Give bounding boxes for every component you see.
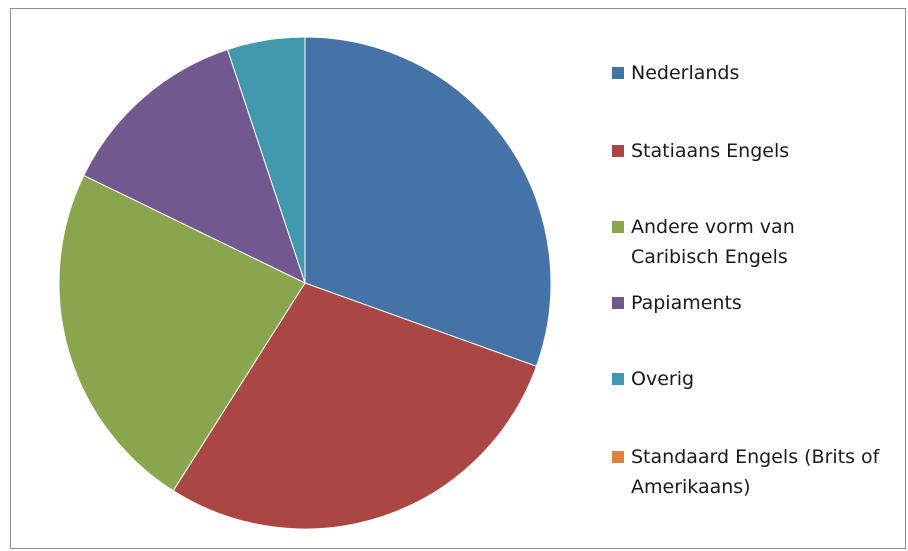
legend-swatch	[612, 145, 624, 157]
legend-swatch	[612, 221, 624, 233]
pie-slice-nederlands	[304, 36, 552, 367]
legend-label: Overig	[631, 368, 695, 390]
legend-item-statiaans-engels: Statiaans Engels	[612, 136, 902, 166]
legend-label: Andere vorm van Caribisch Engels	[631, 216, 795, 268]
legend-label: Standaard Engels (Brits of Amerikaans)	[631, 446, 880, 498]
legend-swatch	[612, 451, 624, 463]
pie-slice-overig	[226, 36, 306, 284]
legend-label: Nederlands	[631, 62, 740, 84]
pie-slice-andere-vorm-van-caribisch-engels	[58, 174, 306, 492]
legend-swatch	[612, 297, 624, 309]
pie-slice-statiaans-engels	[172, 282, 538, 530]
legend-item-standaard-engels-brits-of-amerikaans: Standaard Engels (Brits of Amerikaans)	[612, 442, 902, 502]
legend-item-overig: Overig	[612, 364, 902, 394]
legend-item-papiaments: Papiaments	[612, 288, 902, 318]
legend-item-andere-vorm-van-caribisch-engels: Andere vorm van Caribisch Engels	[612, 212, 902, 272]
legend-label: Papiaments	[631, 292, 742, 314]
legend-label: Statiaans Engels	[631, 140, 790, 162]
legend-item-nederlands: Nederlands	[612, 58, 902, 88]
legend-swatch	[612, 67, 624, 79]
pie-slice-papiaments	[83, 48, 306, 284]
legend-swatch	[612, 373, 624, 385]
